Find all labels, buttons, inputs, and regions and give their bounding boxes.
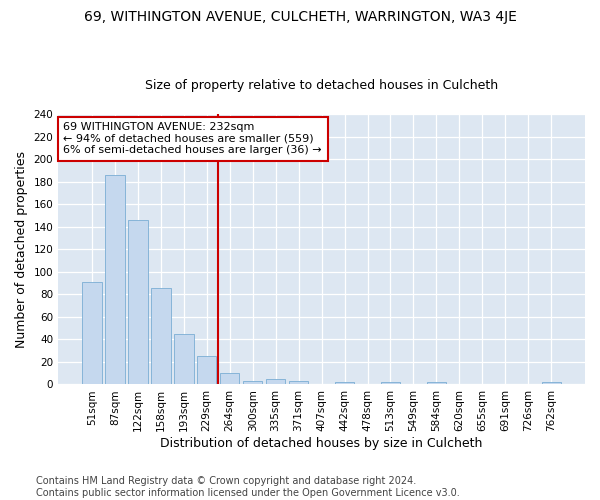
Title: Size of property relative to detached houses in Culcheth: Size of property relative to detached ho… (145, 79, 498, 92)
X-axis label: Distribution of detached houses by size in Culcheth: Distribution of detached houses by size … (160, 437, 483, 450)
Bar (542, 382, 561, 384)
Bar (335, 382, 355, 384)
Bar (105, 175, 125, 384)
Bar (220, 373, 239, 384)
Bar (174, 334, 194, 384)
Text: Contains HM Land Registry data © Crown copyright and database right 2024.
Contai: Contains HM Land Registry data © Crown c… (36, 476, 460, 498)
Bar (197, 356, 217, 384)
Bar (427, 382, 446, 384)
Bar (289, 381, 308, 384)
Bar (243, 381, 262, 384)
Bar (381, 382, 400, 384)
Bar (82, 282, 101, 384)
Bar (128, 220, 148, 384)
Bar (151, 288, 170, 384)
Bar (266, 379, 286, 384)
Text: 69, WITHINGTON AVENUE, CULCHETH, WARRINGTON, WA3 4JE: 69, WITHINGTON AVENUE, CULCHETH, WARRING… (83, 10, 517, 24)
Text: 69 WITHINGTON AVENUE: 232sqm
← 94% of detached houses are smaller (559)
6% of se: 69 WITHINGTON AVENUE: 232sqm ← 94% of de… (64, 122, 322, 156)
Y-axis label: Number of detached properties: Number of detached properties (15, 150, 28, 348)
